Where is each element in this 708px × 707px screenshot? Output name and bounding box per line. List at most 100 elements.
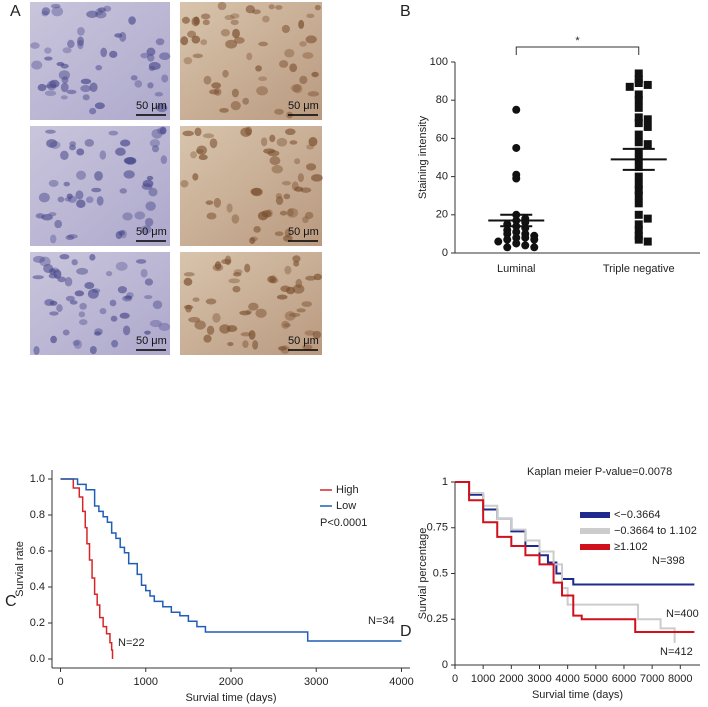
data-point [634, 130, 643, 139]
cell-nucleus [219, 107, 229, 113]
cell-nucleus [122, 325, 131, 336]
cell-nucleus [289, 140, 298, 145]
cell-nucleus [43, 263, 54, 273]
data-point [530, 243, 539, 252]
cell-nucleus [282, 234, 293, 242]
cell-nucleus [123, 170, 135, 179]
cell-nucleus [230, 19, 239, 26]
cell-nucleus [302, 344, 313, 350]
data-point [634, 185, 643, 194]
cell-nucleus [298, 19, 305, 29]
cell-nucleus [31, 60, 43, 70]
cell-nucleus [279, 60, 289, 68]
cell-nucleus [50, 335, 57, 344]
cell-nucleus [61, 76, 69, 84]
data-point [512, 105, 521, 114]
cell-nucleus [284, 128, 296, 136]
cell-nucleus [69, 144, 76, 151]
cell-nucleus [299, 75, 308, 85]
cell-nucleus [71, 259, 78, 266]
cell-nucleus [198, 154, 208, 161]
data-point [634, 235, 643, 244]
cell-nucleus [246, 52, 253, 61]
cell-nucleus [119, 139, 131, 147]
cell-nucleus [276, 294, 288, 300]
cell-nucleus [183, 272, 195, 277]
x-axis-label: Survial time (days) [532, 689, 623, 701]
cell-nucleus [74, 290, 85, 297]
data-point [643, 237, 652, 246]
cell-nucleus [149, 139, 161, 148]
cell-nucleus [283, 193, 291, 200]
cell-nucleus [84, 282, 95, 290]
cell-nucleus [100, 47, 108, 58]
scale-bar-label: 50 μm [136, 100, 167, 112]
cell-nucleus [281, 320, 290, 329]
chart-title: Kaplan meier P-value=0.0078 [527, 466, 672, 478]
cell-nucleus [212, 263, 224, 272]
cell-nucleus [72, 340, 80, 346]
cell-nucleus [49, 234, 57, 244]
annotation: N=34 [368, 615, 395, 627]
cell-nucleus [30, 42, 40, 49]
cell-nucleus [240, 332, 252, 337]
cell-nucleus [289, 63, 298, 73]
x-tick-label: 4000 [389, 676, 413, 688]
cell-nucleus [126, 292, 134, 299]
cell-nucleus [108, 130, 119, 136]
y-tick-label: 100 [430, 56, 448, 68]
cell-nucleus [66, 193, 73, 199]
cell-nucleus [60, 150, 69, 160]
cell-nucleus [290, 84, 301, 92]
cell-nucleus [56, 61, 65, 67]
cell-nucleus [194, 320, 206, 330]
cell-nucleus [65, 295, 75, 302]
data-point [512, 227, 521, 236]
cell-nucleus [275, 193, 283, 199]
cell-nucleus [78, 311, 86, 318]
significance-label: * [575, 35, 580, 47]
y-tick-label: 80 [436, 94, 448, 106]
cell-nucleus [77, 36, 85, 47]
cell-nucleus [80, 78, 92, 85]
cell-nucleus [58, 70, 71, 80]
cell-nucleus [76, 199, 86, 208]
cell-nucleus [284, 311, 296, 321]
y-tick-label: 0.8 [30, 509, 45, 521]
cell-nucleus [307, 91, 320, 97]
cell-nucleus [32, 275, 44, 280]
cell-nucleus [192, 53, 204, 59]
legend-label: Low [336, 500, 356, 512]
cell-nucleus [54, 219, 63, 229]
data-point [643, 140, 652, 149]
cell-nucleus [294, 186, 304, 192]
cell-nucleus [294, 158, 301, 165]
cell-nucleus [46, 138, 58, 148]
cell-nucleus [280, 285, 291, 292]
x-axis-label: Survial time (days) [185, 692, 276, 704]
cell-nucleus [157, 127, 166, 135]
cell-nucleus [64, 277, 73, 287]
cell-nucleus [313, 273, 323, 281]
data-point [643, 80, 652, 89]
cell-nucleus [271, 164, 283, 174]
y-tick-label: 40 [436, 171, 448, 183]
cell-nucleus [279, 210, 288, 216]
scale-bar-label: 50 μm [136, 226, 167, 238]
cell-nucleus [95, 64, 103, 71]
cell-nucleus [192, 173, 199, 181]
cell-nucleus [84, 138, 95, 147]
cell-nucleus [115, 147, 126, 156]
data-point [634, 113, 643, 122]
cell-nucleus [62, 47, 72, 54]
x-tick-label: 4000 [555, 673, 579, 685]
cell-nucleus [286, 207, 299, 218]
cell-nucleus [49, 311, 59, 316]
cell-nucleus [46, 80, 57, 91]
cell-nucleus [51, 6, 64, 17]
cell-nucleus [255, 308, 267, 318]
cell-nucleus [77, 26, 85, 36]
cell-nucleus [76, 148, 85, 156]
cell-nucleus [287, 208, 294, 217]
cell-nucleus [187, 30, 197, 38]
